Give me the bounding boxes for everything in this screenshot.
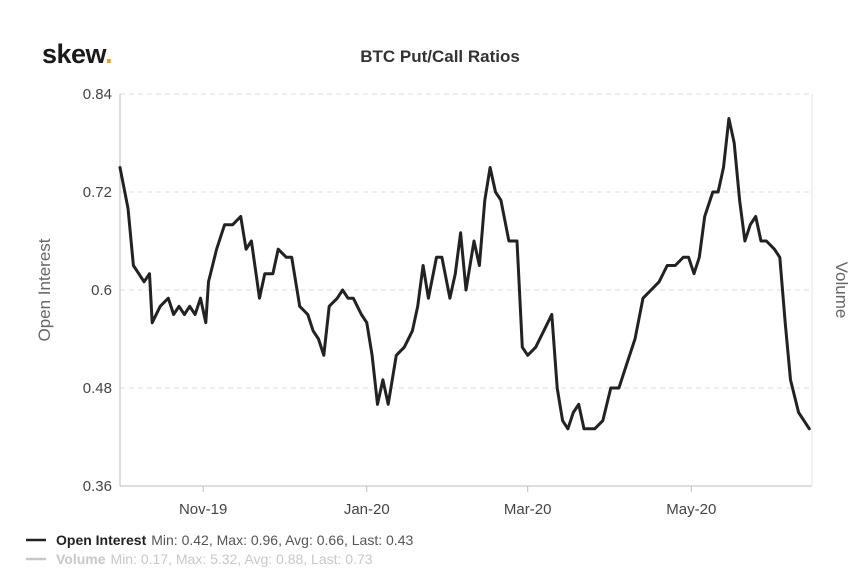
legend-item-open-interest[interactable]: Open Interest Min: 0.42, Max: 0.96, Avg: …	[26, 532, 413, 548]
legend-item-volume[interactable]: Volume Min: 0.17, Max: 5.32, Avg: 0.88, L…	[26, 551, 373, 567]
legend-label-volume: Volume Min: 0.17, Max: 5.32, Avg: 0.88, L…	[56, 551, 373, 567]
logo-dot: .	[105, 39, 112, 69]
legend-name-open-interest: Open Interest	[56, 532, 147, 548]
y2-axis-title: Volume	[832, 262, 851, 319]
y-tick-label: 0.84	[83, 86, 112, 103]
legend-stats-open-interest: Min: 0.42, Max: 0.96, Avg: 0.66, Last: 0…	[151, 532, 413, 548]
y-tick-label: 0.72	[83, 184, 112, 201]
y-tick-label: 0.36	[83, 478, 112, 495]
x-tick-label: Mar-20	[504, 501, 552, 518]
x-tick-label: Jan-20	[344, 501, 390, 518]
series-line-open-interest	[118, 117, 811, 431]
legend-label-open-interest: Open Interest Min: 0.42, Max: 0.96, Avg: …	[56, 532, 413, 548]
logo-text: skew	[42, 39, 108, 69]
x-tick-label: May-20	[666, 501, 716, 518]
chart-title: BTC Put/Call Ratios	[360, 47, 520, 66]
x-tick-label: Nov-19	[179, 501, 227, 518]
y-axis-ticks: 0.36 0.48 0.6 0.72 0.84	[83, 86, 112, 495]
legend-name-volume: Volume	[56, 551, 106, 567]
x-axis-ticks: Nov-19 Jan-20 Mar-20 May-20	[179, 486, 716, 518]
gridlines	[120, 93, 812, 389]
y-tick-label: 0.6	[91, 282, 112, 299]
y-axis-title: Open Interest	[35, 238, 54, 341]
legend-stats-volume: Min: 0.17, Max: 5.32, Avg: 0.88, Last: 0…	[111, 551, 373, 567]
legend: Open Interest Min: 0.42, Max: 0.96, Avg: …	[26, 532, 413, 567]
y-tick-label: 0.48	[83, 380, 112, 397]
skew-logo: skew.	[42, 39, 112, 69]
